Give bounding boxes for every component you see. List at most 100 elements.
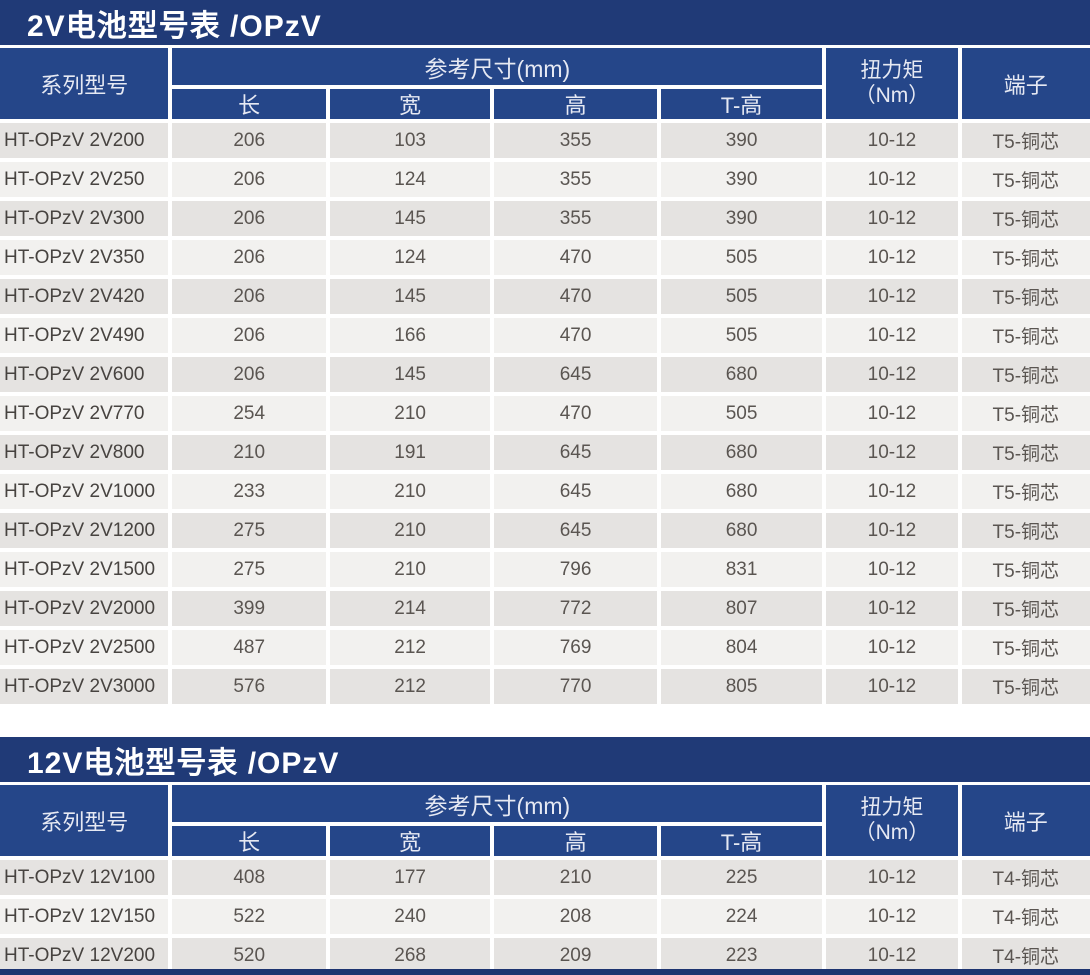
model-cell: HT-OPzV 2V2500 <box>0 630 169 665</box>
torque-cell: 10-12 <box>826 474 958 509</box>
width-cell: 212 <box>329 669 491 704</box>
height-cell: 470 <box>494 396 657 431</box>
model-cell: HT-OPzV 2V600 <box>0 357 169 392</box>
table-2v-title-bar: 2V电池型号表 /OPzV <box>0 0 1090 45</box>
width-cell: 210 <box>329 552 491 587</box>
width-cell: 166 <box>329 318 491 353</box>
terminal-cell: T5-铜芯 <box>961 357 1090 392</box>
torque-cell: 10-12 <box>826 860 958 895</box>
terminal-cell: T5-铜芯 <box>961 513 1090 548</box>
col-header-t-height: T-高 <box>660 826 823 856</box>
terminal-cell: T5-铜芯 <box>961 669 1090 704</box>
length-cell: 206 <box>172 240 326 275</box>
length-cell: 275 <box>172 513 326 548</box>
width-cell: 210 <box>329 474 491 509</box>
height-cell: 209 <box>494 938 657 973</box>
table-2v-section: 2V电池型号表 /OPzV 系列型号 参考尺寸(mm) 扭力矩 （Nm） 端子 … <box>0 0 1090 704</box>
terminal-cell: T5-铜芯 <box>961 396 1090 431</box>
col-header-height: 高 <box>494 89 657 119</box>
torque-label-line1: 扭力矩 <box>860 795 924 819</box>
height-cell: 470 <box>494 240 657 275</box>
t-height-cell: 804 <box>660 630 823 665</box>
table-2v-title: 2V电池型号表 /OPzV <box>27 9 322 43</box>
length-cell: 487 <box>172 630 326 665</box>
height-cell: 208 <box>494 899 657 934</box>
width-cell: 214 <box>329 591 491 626</box>
length-cell: 408 <box>172 860 326 895</box>
t-height-cell: 505 <box>660 318 823 353</box>
model-cell: HT-OPzV 2V490 <box>0 318 169 353</box>
terminal-cell: T4-铜芯 <box>961 899 1090 934</box>
height-cell: 645 <box>494 474 657 509</box>
t-height-cell: 505 <box>660 240 823 275</box>
terminal-cell: T4-铜芯 <box>961 860 1090 895</box>
torque-cell: 10-12 <box>826 396 958 431</box>
height-cell: 355 <box>494 201 657 236</box>
height-cell: 355 <box>494 162 657 197</box>
torque-cell: 10-12 <box>826 552 958 587</box>
length-cell: 206 <box>172 123 326 158</box>
length-cell: 206 <box>172 357 326 392</box>
col-header-t-height: T-高 <box>660 89 823 119</box>
width-cell: 210 <box>329 513 491 548</box>
model-cell: HT-OPzV 2V420 <box>0 279 169 314</box>
length-cell: 206 <box>172 279 326 314</box>
torque-cell: 10-12 <box>826 435 958 470</box>
table-12v-title: 12V电池型号表 /OPzV <box>27 746 340 780</box>
torque-cell: 10-12 <box>826 938 958 973</box>
height-cell: 796 <box>494 552 657 587</box>
model-cell: HT-OPzV 2V250 <box>0 162 169 197</box>
terminal-cell: T5-铜芯 <box>961 318 1090 353</box>
terminal-cell: T5-铜芯 <box>961 591 1090 626</box>
height-cell: 470 <box>494 318 657 353</box>
t-height-cell: 505 <box>660 279 823 314</box>
terminal-cell: T5-铜芯 <box>961 123 1090 158</box>
width-cell: 210 <box>329 396 491 431</box>
width-cell: 268 <box>329 938 491 973</box>
height-cell: 355 <box>494 123 657 158</box>
length-cell: 275 <box>172 552 326 587</box>
model-cell: HT-OPzV 12V150 <box>0 899 169 934</box>
table-12v: 系列型号 参考尺寸(mm) 扭力矩 （Nm） 端子 长 宽 高 T-高 HT-O… <box>0 785 1090 973</box>
t-height-cell: 680 <box>660 513 823 548</box>
length-cell: 399 <box>172 591 326 626</box>
next-section-top-edge <box>0 969 1090 975</box>
torque-cell: 10-12 <box>826 279 958 314</box>
col-header-width: 宽 <box>329 89 491 119</box>
height-cell: 769 <box>494 630 657 665</box>
model-cell: HT-OPzV 2V300 <box>0 201 169 236</box>
terminal-cell: T4-铜芯 <box>961 938 1090 973</box>
length-cell: 576 <box>172 669 326 704</box>
t-height-cell: 680 <box>660 357 823 392</box>
torque-cell: 10-12 <box>826 899 958 934</box>
torque-cell: 10-12 <box>826 591 958 626</box>
height-cell: 645 <box>494 513 657 548</box>
torque-cell: 10-12 <box>826 669 958 704</box>
width-cell: 103 <box>329 123 491 158</box>
width-cell: 145 <box>329 357 491 392</box>
t-height-cell: 225 <box>660 860 823 895</box>
torque-cell: 10-12 <box>826 630 958 665</box>
col-header-torque: 扭力矩 （Nm） <box>826 785 958 856</box>
length-cell: 206 <box>172 318 326 353</box>
torque-cell: 10-12 <box>826 513 958 548</box>
t-height-cell: 390 <box>660 201 823 236</box>
model-cell: HT-OPzV 2V200 <box>0 123 169 158</box>
length-cell: 520 <box>172 938 326 973</box>
length-cell: 206 <box>172 162 326 197</box>
model-cell: HT-OPzV 2V350 <box>0 240 169 275</box>
model-cell: HT-OPzV 2V800 <box>0 435 169 470</box>
height-cell: 210 <box>494 860 657 895</box>
torque-cell: 10-12 <box>826 123 958 158</box>
width-cell: 124 <box>329 162 491 197</box>
length-cell: 210 <box>172 435 326 470</box>
model-cell: HT-OPzV 2V3000 <box>0 669 169 704</box>
length-cell: 206 <box>172 201 326 236</box>
terminal-cell: T5-铜芯 <box>961 552 1090 587</box>
t-height-cell: 390 <box>660 162 823 197</box>
t-height-cell: 505 <box>660 396 823 431</box>
torque-label-line1: 扭力矩 <box>860 58 924 82</box>
height-cell: 645 <box>494 357 657 392</box>
width-cell: 145 <box>329 201 491 236</box>
